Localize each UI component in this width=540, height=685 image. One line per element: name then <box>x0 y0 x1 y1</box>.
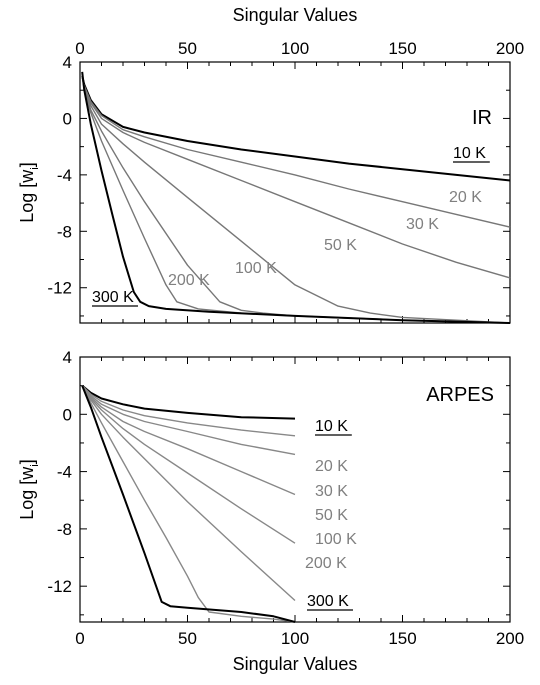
panel-ir-series-label: 10 K <box>453 145 486 162</box>
panel-ir-series-label: 20 K <box>449 189 482 206</box>
panel-arpes-series-line-1 <box>81 385 296 437</box>
panel-ir-y-tick-label: -4 <box>57 166 72 185</box>
panel-ir-series-line-0 <box>81 75 511 182</box>
panel-ir-series-label: 100 K <box>235 260 277 277</box>
panel-arpes-series-label: 20 K <box>315 458 348 475</box>
panel-ir-y-tick-label: 4 <box>63 53 72 72</box>
panel-arpes-x-tick-label: 50 <box>178 629 197 648</box>
panel-arpes-series-line-7 <box>81 385 296 623</box>
panel-ir-series-line-3 <box>81 75 511 324</box>
panel-arpes-series-label: 100 K <box>315 531 357 548</box>
panel-ir-x-tick-label: 200 <box>496 39 524 58</box>
panel-ir-x-tick-label: 50 <box>178 39 197 58</box>
panel-arpes-series-label: 30 K <box>315 483 348 500</box>
panel-arpes-y-tick-label: -12 <box>47 577 72 596</box>
panel-arpes-series-line-6 <box>81 385 296 623</box>
panel-arpes-x-tick-label: 200 <box>496 629 524 648</box>
panel-arpes-y-tick-label: -4 <box>57 463 72 482</box>
panel-ir-series-label: 300 K <box>92 289 134 306</box>
panel-ir-x-tick-label: 150 <box>388 39 416 58</box>
panel-arpes-series-label: 200 K <box>305 555 347 572</box>
panel-ir-series-label: 30 K <box>406 216 439 233</box>
panel-arpes-y-tick-label: 4 <box>63 348 72 367</box>
panel-arpes-y-tick-label: -8 <box>57 520 72 539</box>
panel-ir-x-tick-label: 0 <box>75 39 84 58</box>
panel-ir-frame <box>79 61 511 324</box>
panel-arpes-x-axis-title: Singular Values <box>233 654 358 674</box>
panel-arpes-series-line-3 <box>81 385 296 496</box>
panel-ir-x-axis-title: Singular Values <box>233 5 358 25</box>
panel-ir-series-line-2 <box>81 75 511 279</box>
panel-arpes-series-line-2 <box>81 385 296 456</box>
panel-arpes-y-tick-label: 0 <box>63 405 72 424</box>
panel-arpes-series-line-5 <box>81 385 296 602</box>
panel-arpes-y-axis-title: Log [wi] <box>17 459 41 520</box>
panel-ir-series-line-6 <box>81 71 511 324</box>
panel-arpes-x-tick-label: 100 <box>281 629 309 648</box>
panel-arpes-series-line-0 <box>81 384 296 420</box>
panel-arpes-panel-label: ARPES <box>426 384 494 406</box>
panel-ir-y-tick-label: -8 <box>57 222 72 241</box>
panel-ir-series-label: 200 K <box>168 272 210 289</box>
panel-arpes-x-tick-label: 0 <box>75 629 84 648</box>
panel-arpes-series-label: 50 K <box>315 507 348 524</box>
panel-arpes-series-label: 300 K <box>307 593 349 610</box>
panel-ir-series-label: 50 K <box>324 237 357 254</box>
panel-arpes-series-line-4 <box>81 385 296 544</box>
panel-ir-x-tick-label: 100 <box>281 39 309 58</box>
panel-ir-y-axis-title: Log [wi] <box>17 162 41 223</box>
panel-ir-y-tick-label: -12 <box>47 279 72 298</box>
panel-ir-panel-label: IR <box>472 107 492 129</box>
panel-arpes-x-tick-label: 150 <box>388 629 416 648</box>
panel-arpes-series-label: 10 K <box>315 418 348 435</box>
panel-ir-y-tick-label: 0 <box>63 109 72 128</box>
